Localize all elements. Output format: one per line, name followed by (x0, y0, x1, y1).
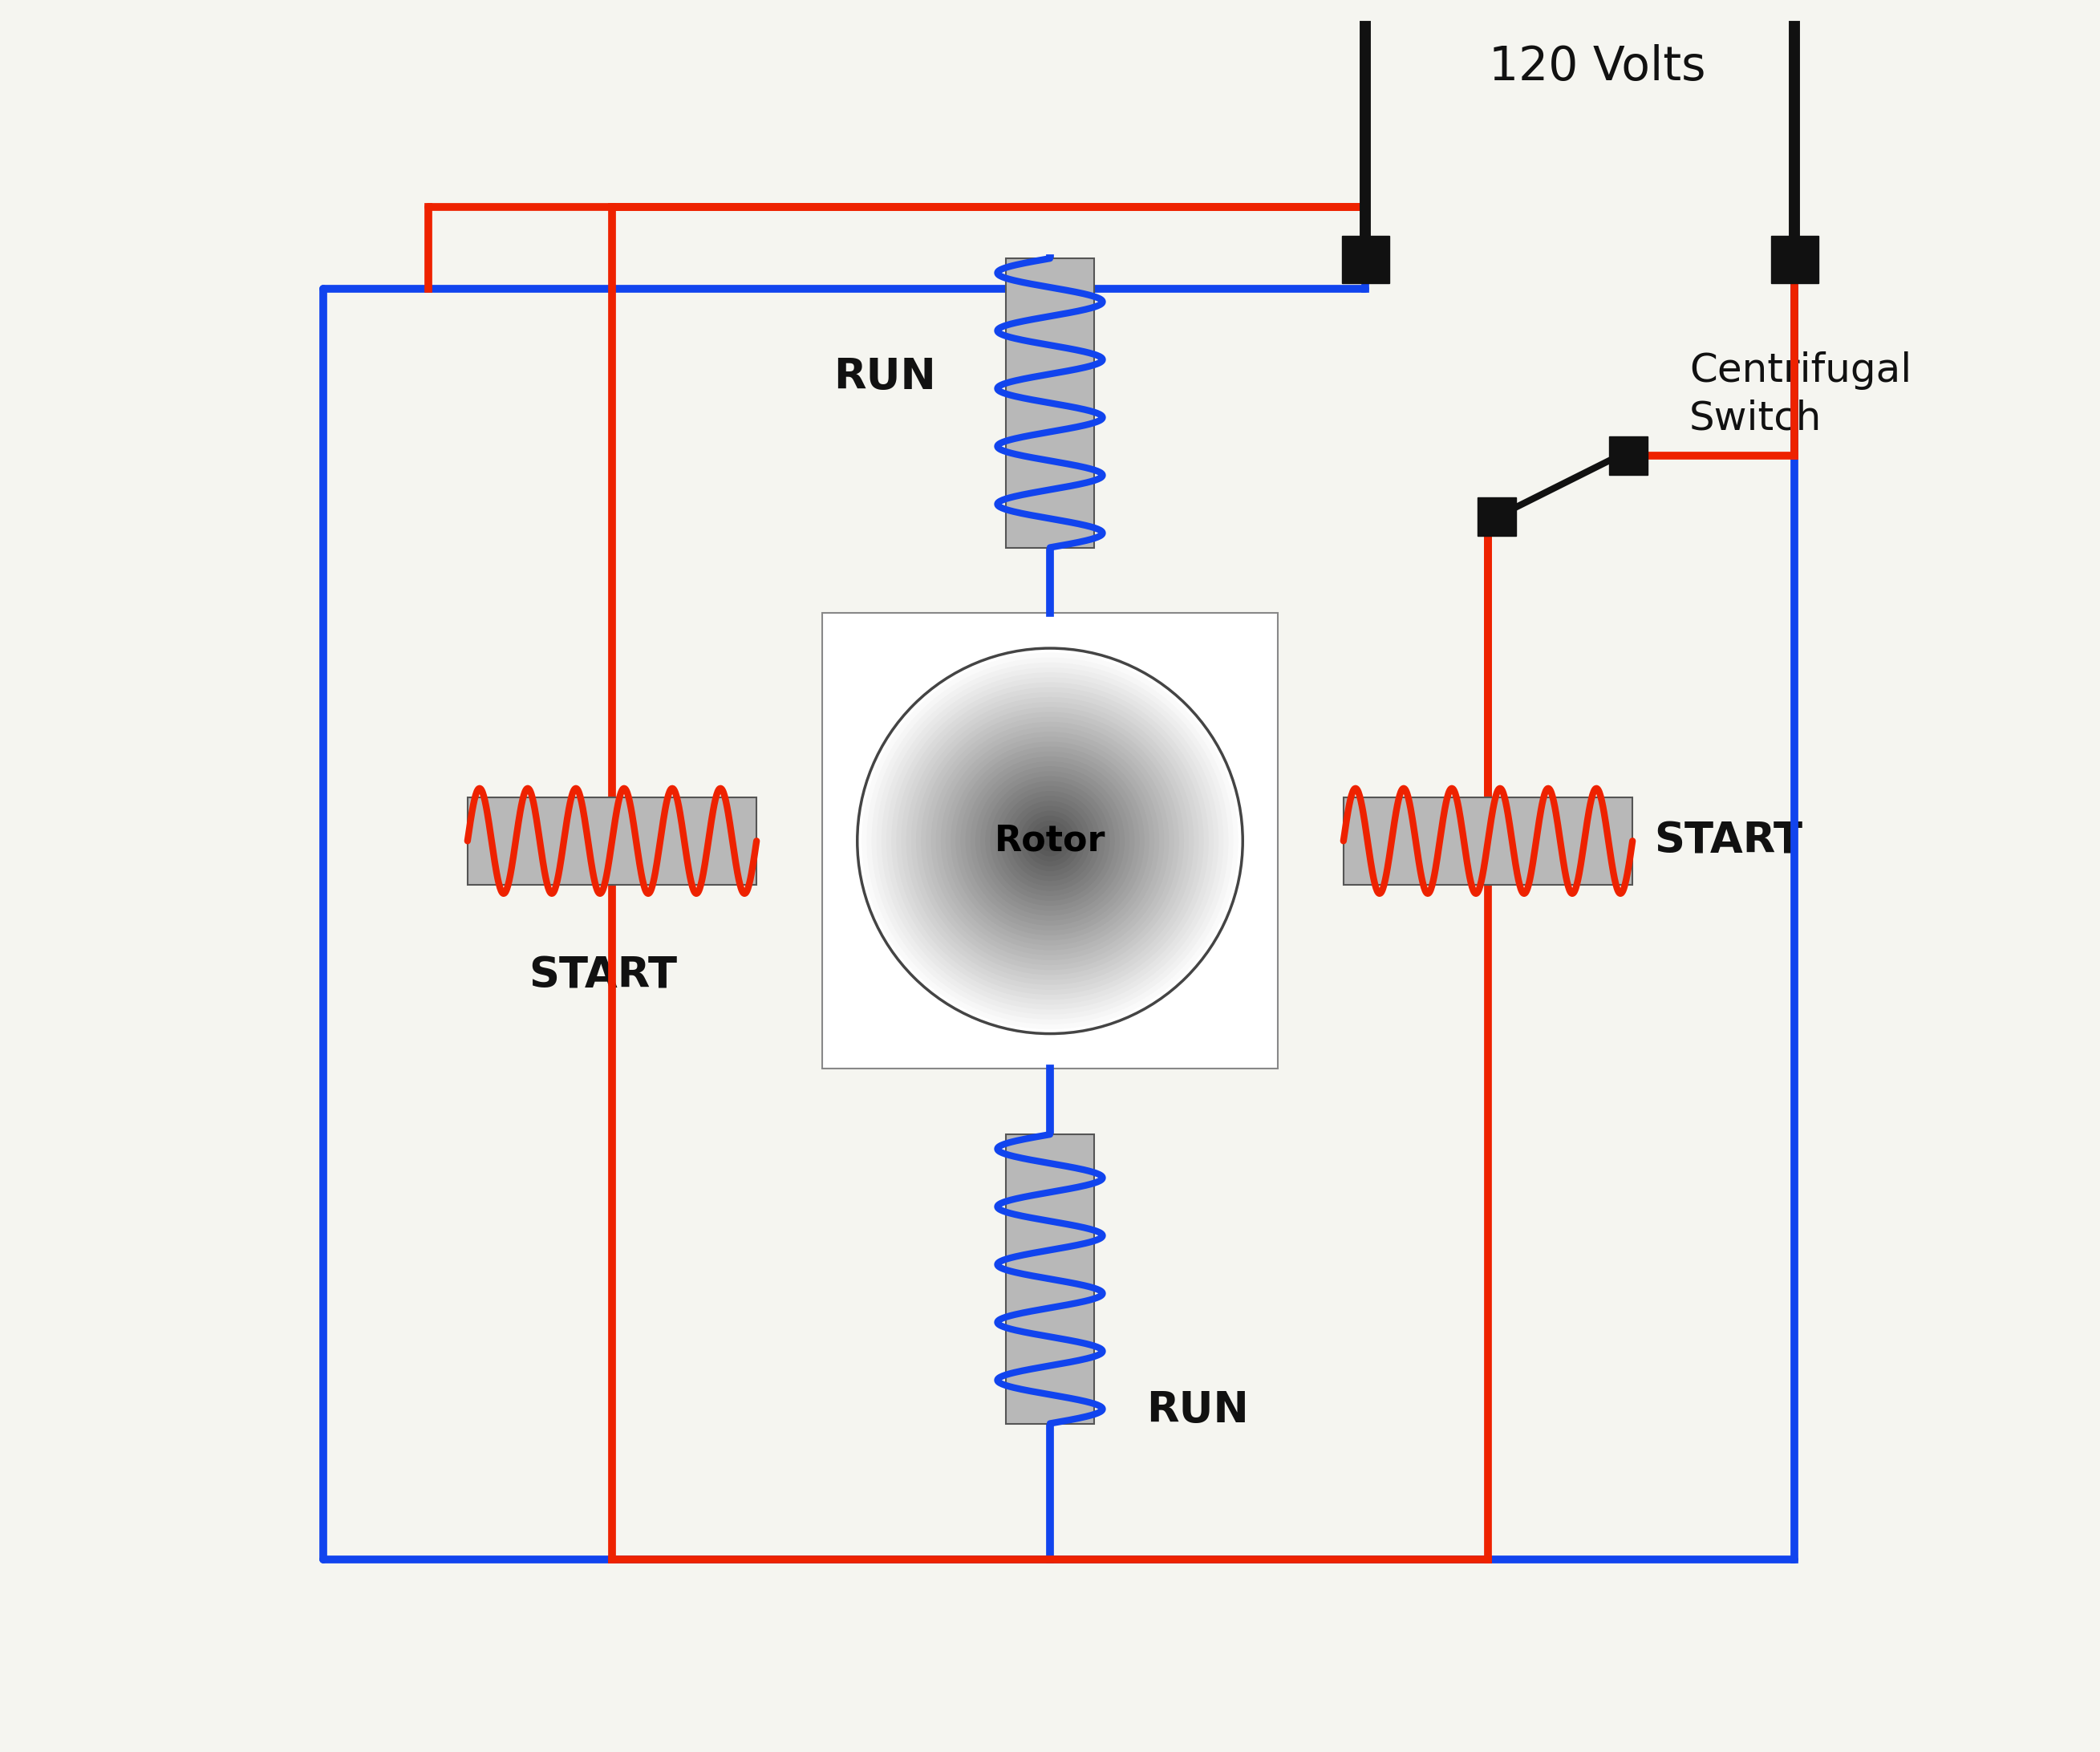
Circle shape (1016, 806, 1084, 876)
Bar (1770, 237, 1819, 282)
Circle shape (916, 708, 1184, 974)
Circle shape (966, 757, 1134, 925)
Circle shape (857, 648, 1243, 1034)
Bar (1342, 237, 1388, 282)
Circle shape (1046, 836, 1054, 846)
Bar (1344, 797, 1632, 885)
Bar (1006, 258, 1094, 547)
Circle shape (985, 776, 1115, 906)
Circle shape (878, 668, 1222, 1014)
Circle shape (1006, 797, 1094, 885)
Bar (1609, 436, 1646, 475)
Circle shape (937, 727, 1163, 955)
Bar (1478, 498, 1516, 536)
Circle shape (882, 673, 1218, 1009)
Circle shape (863, 653, 1237, 1028)
Circle shape (1021, 811, 1079, 871)
Circle shape (995, 787, 1105, 895)
Circle shape (941, 732, 1159, 950)
Circle shape (1031, 822, 1069, 860)
Text: Rotor: Rotor (995, 823, 1105, 858)
Bar (823, 613, 1277, 1069)
Circle shape (947, 738, 1153, 944)
Circle shape (872, 662, 1228, 1020)
Circle shape (962, 752, 1138, 930)
Circle shape (932, 722, 1168, 960)
Text: 120 Volts: 120 Volts (1489, 44, 1705, 89)
Text: RUN: RUN (834, 356, 937, 398)
Text: Centrifugal
Switch: Centrifugal Switch (1688, 350, 1911, 438)
Circle shape (1035, 827, 1065, 855)
Text: START: START (1655, 820, 1802, 862)
Circle shape (911, 703, 1189, 979)
Circle shape (970, 762, 1130, 920)
Circle shape (1010, 801, 1090, 881)
Circle shape (991, 781, 1109, 901)
Circle shape (901, 692, 1199, 990)
Circle shape (922, 713, 1178, 969)
Bar (1006, 1135, 1094, 1423)
Text: RUN: RUN (1147, 1389, 1250, 1431)
Circle shape (907, 697, 1193, 985)
Circle shape (892, 683, 1208, 999)
Circle shape (977, 767, 1124, 915)
Circle shape (1025, 816, 1075, 865)
Circle shape (886, 678, 1214, 1004)
Circle shape (867, 659, 1233, 1023)
Circle shape (981, 773, 1119, 909)
Circle shape (956, 746, 1145, 936)
Text: START: START (529, 955, 678, 997)
Circle shape (951, 743, 1149, 939)
Circle shape (1000, 792, 1100, 890)
Circle shape (897, 689, 1203, 993)
Bar (468, 797, 756, 885)
Circle shape (926, 717, 1174, 965)
Circle shape (1040, 830, 1060, 851)
